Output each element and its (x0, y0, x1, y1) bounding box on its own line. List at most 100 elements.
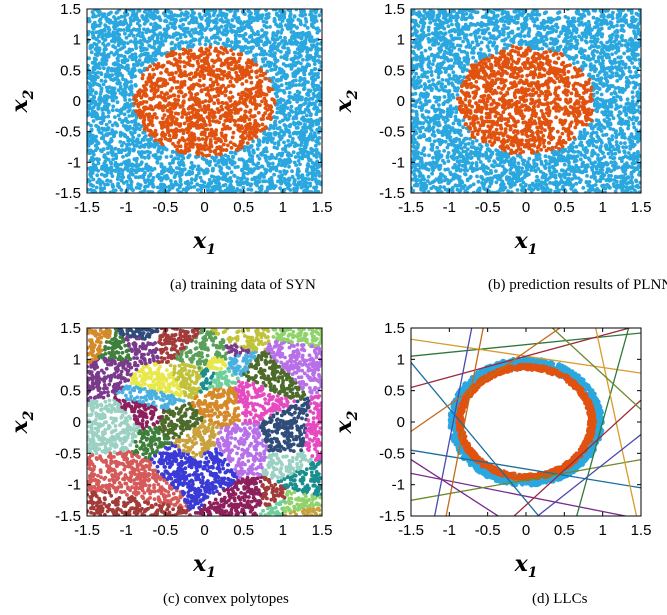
point-inner (206, 72, 211, 76)
point-inner (188, 87, 192, 91)
x-tick-label: 1 (279, 199, 287, 216)
point-inner (207, 146, 212, 151)
point-outer (270, 45, 275, 50)
point-inner (219, 131, 224, 136)
point-inner (166, 114, 171, 119)
point-inner (222, 114, 227, 118)
point-outer (426, 70, 430, 74)
point-outer (205, 22, 210, 26)
point-outer (295, 106, 300, 111)
point-outer (173, 180, 178, 184)
point-inner (180, 115, 185, 119)
point-outer (303, 17, 308, 21)
point-inner (196, 123, 201, 128)
point-outer (99, 78, 104, 83)
point-inner (191, 123, 196, 128)
point-outer (309, 165, 314, 169)
point-outer (105, 141, 109, 146)
point-inner (147, 79, 152, 84)
point-outer (189, 177, 194, 182)
point-inner (205, 58, 209, 62)
point-inner (268, 86, 272, 91)
point-inner (239, 94, 244, 99)
point-outer (103, 79, 108, 84)
point-outer (89, 187, 93, 192)
point-inner (206, 91, 211, 96)
point-outer (282, 177, 287, 181)
point-outer (122, 112, 127, 117)
point-outer (300, 95, 304, 100)
point-outer (281, 103, 286, 108)
point-outer (267, 127, 272, 131)
point-outer (135, 33, 140, 38)
point-outer (177, 185, 182, 190)
point-outer (175, 13, 180, 18)
point-outer (422, 116, 427, 120)
point-inner (197, 64, 202, 69)
point-outer (278, 120, 282, 124)
point-inner (230, 95, 235, 99)
point-outer (139, 63, 144, 67)
point-inner (216, 98, 220, 103)
point-outer (249, 182, 254, 187)
point-outer (170, 40, 175, 45)
point-outer (279, 174, 284, 179)
point-outer (278, 170, 283, 174)
point-outer (287, 26, 292, 31)
point-outer (282, 42, 287, 47)
point-outer (263, 167, 267, 172)
point-inner (197, 104, 202, 109)
point-inner (181, 99, 186, 104)
point-inner (252, 98, 257, 103)
point-outer (87, 143, 91, 148)
point-outer (169, 154, 174, 159)
point-outer (301, 126, 306, 131)
point-outer (87, 166, 90, 171)
point-outer (504, 26, 508, 31)
point-inner (225, 116, 230, 120)
point-outer (149, 45, 154, 49)
point-outer (224, 25, 229, 30)
point-outer (313, 105, 317, 110)
point-inner (225, 50, 230, 55)
point-outer (119, 14, 124, 19)
point-inner (216, 82, 220, 87)
point-outer (140, 137, 145, 142)
point-inner (214, 79, 219, 84)
point-outer (309, 18, 314, 22)
point-outer (87, 88, 91, 93)
point-outer (312, 62, 317, 66)
point-outer (94, 52, 99, 57)
point-outer (175, 153, 180, 157)
point-inner (236, 92, 241, 97)
point-inner (244, 104, 249, 109)
point-outer (122, 181, 126, 185)
point-inner (189, 94, 194, 99)
point-outer (116, 53, 121, 58)
y-tick-label: 0.5 (60, 62, 81, 79)
point-inner (178, 56, 182, 60)
point-inner (240, 65, 245, 70)
point-outer (271, 166, 276, 171)
point-inner (263, 106, 268, 110)
point-inner (144, 100, 149, 104)
point-outer (209, 9, 213, 12)
point-inner (163, 136, 168, 141)
point-inner (185, 130, 190, 135)
point-outer (266, 163, 271, 168)
point-outer (293, 155, 298, 159)
point-inner (221, 51, 226, 56)
point-outer (88, 85, 93, 90)
point-outer (262, 131, 266, 136)
point-outer (314, 151, 319, 155)
point-outer (249, 25, 253, 30)
point-inner (198, 143, 203, 147)
point-outer (132, 130, 137, 135)
point-outer (106, 26, 111, 31)
point-outer (170, 150, 175, 154)
point-outer (317, 54, 322, 59)
point-outer (306, 62, 310, 67)
point-outer (218, 11, 223, 15)
point-outer (249, 20, 254, 25)
point-outer (125, 12, 130, 17)
